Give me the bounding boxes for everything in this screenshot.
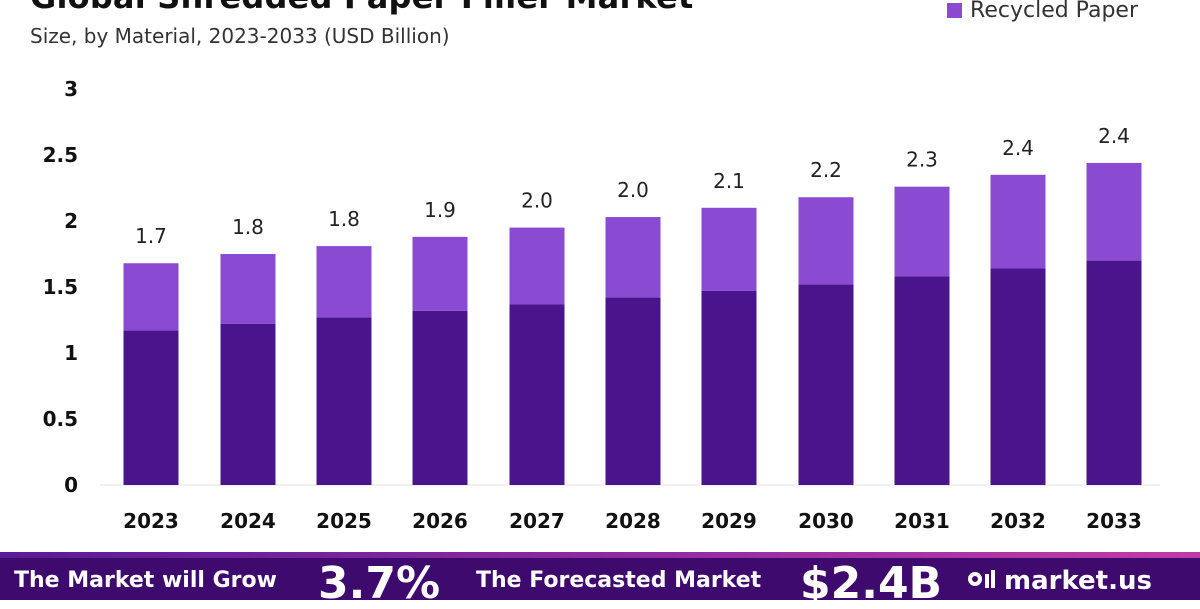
y-tick-label: 0 [64, 473, 78, 497]
banner-cagr: 3.7% [318, 558, 441, 609]
data-label: 2.4 [1002, 136, 1034, 160]
bar-segment-recycled [1086, 162, 1142, 261]
bar-segment-recycled [412, 236, 468, 311]
data-label: 2.0 [521, 189, 553, 213]
footer-banner: The Market will Grow 3.7% The Forecasted… [0, 552, 1200, 606]
data-label: 2.1 [713, 169, 745, 193]
bar-segment-base [701, 290, 757, 485]
chart-subtitle: Size, by Material, 2023-2033 (USD Billio… [30, 24, 450, 48]
y-tick-label: 1 [64, 341, 78, 365]
bar-segment-recycled [701, 207, 757, 291]
banner-accent-stripe [0, 552, 1200, 558]
data-label: 2.2 [810, 158, 842, 182]
data-label: 1.7 [135, 224, 167, 248]
bar-chart: 0 0.5 1 1.5 2 2.5 3 1.7 2023 1.8 2024 1.8 2025 1.9 202… [43, 77, 1160, 533]
y-tick-label: 0.5 [43, 407, 78, 431]
bar-segment-recycled [894, 186, 950, 277]
bar-segment-base [798, 284, 854, 485]
bar-segment-recycled [123, 263, 179, 331]
x-tick-label: 2028 [605, 509, 661, 533]
legend-swatch-recycled [947, 3, 963, 18]
x-tick-label: 2027 [509, 509, 565, 533]
banner-market-value: $2.4B [800, 558, 943, 609]
bar-segment-base [412, 310, 468, 485]
y-tick-label: 2 [64, 209, 78, 233]
bar-segment-base [894, 276, 950, 485]
y-tick-label: 1.5 [43, 275, 78, 299]
data-label: 1.9 [424, 198, 456, 222]
x-tick-label: 2024 [220, 509, 276, 533]
bar-segment-recycled [316, 246, 372, 318]
x-tick-label: 2029 [701, 509, 757, 533]
bar-segment-base [1086, 260, 1142, 485]
bar-segment-recycled [605, 217, 661, 298]
bar-segment-recycled [798, 197, 854, 285]
bar-segment-recycled [990, 174, 1046, 269]
y-tick-label: 2.5 [43, 143, 78, 167]
data-label: 1.8 [232, 215, 264, 239]
bar-segment-recycled [220, 254, 276, 324]
bar-segment-base [220, 323, 276, 485]
data-label: 1.8 [328, 207, 360, 231]
x-tick-label: 2032 [990, 509, 1046, 533]
legend-label-recycled: Recycled Paper [970, 0, 1138, 23]
data-label: 2.3 [906, 148, 938, 172]
x-tick-label: 2023 [123, 509, 179, 533]
bar-segment-base [123, 330, 179, 485]
legend: Recycled Paper [947, 0, 1138, 23]
market-us-logo-icon [968, 570, 996, 592]
bar-segment-recycled [509, 227, 565, 305]
x-tick-label: 2025 [316, 509, 372, 533]
bar-segment-base [316, 317, 372, 485]
banner-forecast-text: The Forecasted Market [476, 568, 762, 593]
bar-segment-base [605, 297, 661, 485]
brand-logo-group: market.us [968, 566, 1152, 596]
x-tick-label: 2026 [412, 509, 468, 533]
bar-segment-base [509, 304, 565, 485]
x-tick-label: 2033 [1086, 509, 1142, 533]
data-label: 2.0 [617, 178, 649, 202]
banner-grow-text: The Market will Grow [14, 568, 277, 593]
data-label: 2.4 [1098, 124, 1130, 148]
bar-segment-base [990, 268, 1046, 485]
x-tick-label: 2031 [894, 509, 950, 533]
y-tick-label: 3 [64, 77, 78, 101]
chart-title: Global Shredded Paper Filler Market [30, 0, 693, 16]
brand-name: market.us [1004, 566, 1152, 596]
x-tick-label: 2030 [798, 509, 854, 533]
